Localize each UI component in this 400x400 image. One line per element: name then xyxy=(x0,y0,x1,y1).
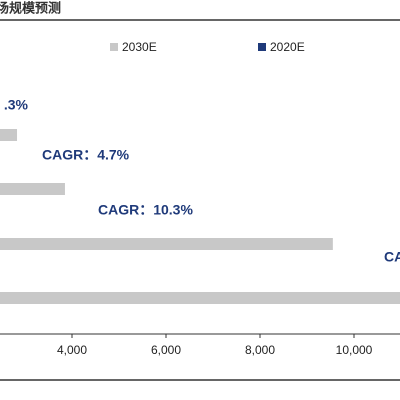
annotation: .3% xyxy=(4,97,29,113)
x-tick-label: 10,000 xyxy=(336,343,373,357)
bar xyxy=(0,238,333,250)
legend-label: 2020E xyxy=(270,40,305,54)
annotation: CA xyxy=(384,249,400,265)
annotation: CAGR：10.3% xyxy=(98,202,193,218)
annotation: CAGR：4.7% xyxy=(42,147,130,163)
x-tick-label: 8,000 xyxy=(245,343,275,357)
bar xyxy=(0,129,18,141)
legend-swatch xyxy=(110,43,118,51)
bar xyxy=(0,183,65,195)
chart-title: 场规模预测 xyxy=(0,0,61,15)
legend-swatch xyxy=(258,43,266,51)
bar xyxy=(0,292,400,304)
x-tick-label: 6,000 xyxy=(151,343,181,357)
legend-label: 2030E xyxy=(122,40,157,54)
x-tick-label: 4,000 xyxy=(57,343,87,357)
